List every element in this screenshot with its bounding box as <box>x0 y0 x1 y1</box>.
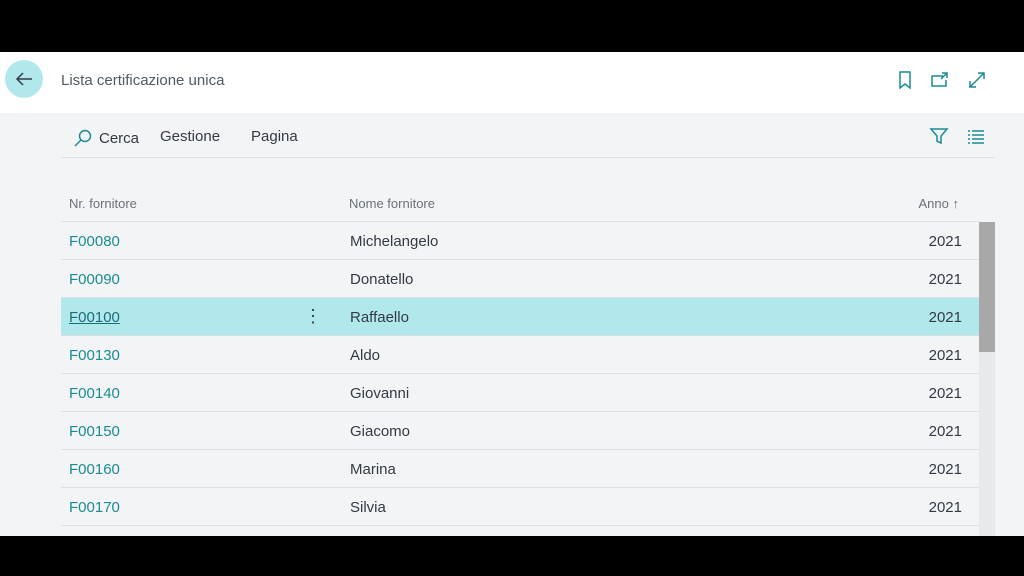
table-row[interactable]: F00090 Donatello 2021 <box>61 260 979 298</box>
year-value: 2021 <box>928 423 962 440</box>
search-button[interactable]: Cerca <box>73 128 139 148</box>
year-value: 2021 <box>928 385 962 402</box>
vendor-name: Silvia <box>350 499 386 516</box>
expand-icon[interactable] <box>967 70 987 90</box>
year-value: 2021 <box>928 309 962 326</box>
search-label: Cerca <box>99 129 140 147</box>
page-title: Lista certificazione unica <box>61 72 225 89</box>
scrollbar[interactable] <box>979 222 995 536</box>
app-screen: Lista certificazione unica Cerca Gestion… <box>0 52 1024 536</box>
sort-ascending-icon: ↑ <box>952 196 960 211</box>
open-new-window-icon[interactable] <box>930 70 950 90</box>
year-label: Anno <box>918 196 949 211</box>
vendor-code-link[interactable]: F00080 <box>69 233 120 250</box>
vendor-code-link[interactable]: F00170 <box>69 499 120 516</box>
vendor-code-link[interactable]: F00150 <box>69 423 120 440</box>
page-menu[interactable]: Pagina <box>251 128 298 145</box>
vendor-name: Giacomo <box>350 423 411 440</box>
vendor-name: Marina <box>350 461 396 478</box>
table-row[interactable]: F00100 ⋮ Raffaello 2021 <box>61 298 979 336</box>
action-bar: Cerca Gestione Pagina <box>61 113 995 158</box>
table-row[interactable]: F00150 Giacomo 2021 <box>61 412 979 450</box>
table-row[interactable]: F00080 Michelangelo 2021 <box>61 222 979 260</box>
vendor-code-link[interactable]: F00100 <box>69 309 120 326</box>
list-view-icon[interactable] <box>966 126 986 146</box>
filter-icon[interactable] <box>929 126 949 146</box>
more-options-icon[interactable]: ⋮ <box>304 306 322 326</box>
vendor-name: Giovanni <box>350 385 410 402</box>
column-header-code[interactable]: Nr. fornitore <box>69 196 137 211</box>
year-value: 2021 <box>928 499 962 516</box>
scrollbar-thumb[interactable] <box>979 222 995 352</box>
arrow-left-icon <box>15 72 32 86</box>
search-icon <box>74 129 92 147</box>
table-row[interactable]: F00140 Giovanni 2021 <box>61 374 979 412</box>
vendor-name: Raffaello <box>350 309 409 326</box>
year-value: 2021 <box>928 233 962 250</box>
column-header-row: Nr. fornitore Nome fornitore Anno ↑ <box>61 194 979 222</box>
column-header-year[interactable]: Anno ↑ <box>919 196 960 211</box>
vendor-name: Michelangelo <box>350 233 439 250</box>
column-header-name[interactable]: Nome fornitore <box>349 196 435 211</box>
year-value: 2021 <box>928 347 962 364</box>
back-button[interactable] <box>5 60 43 98</box>
year-value: 2021 <box>928 461 962 478</box>
page-header: Lista certificazione unica <box>0 52 1024 113</box>
table-row[interactable]: F00130 Aldo 2021 <box>61 336 979 374</box>
table-row[interactable]: F00170 Silvia 2021 <box>61 488 979 526</box>
vendor-name: Donatello <box>350 271 414 288</box>
vendor-code-link[interactable]: F00130 <box>69 347 120 364</box>
vendor-list: F00080 Michelangelo 2021 F00090 Donatello 202… <box>61 222 979 526</box>
manage-menu[interactable]: Gestione <box>160 128 221 145</box>
vendor-code-link[interactable]: F00140 <box>69 385 120 402</box>
bookmark-icon[interactable] <box>895 70 915 90</box>
vendor-code-link[interactable]: F00160 <box>69 461 120 478</box>
year-value: 2021 <box>928 271 962 288</box>
vendor-name: Aldo <box>350 347 381 364</box>
table-row[interactable]: F00160 Marina 2021 <box>61 450 979 488</box>
vendor-code-link[interactable]: F00090 <box>69 271 120 288</box>
